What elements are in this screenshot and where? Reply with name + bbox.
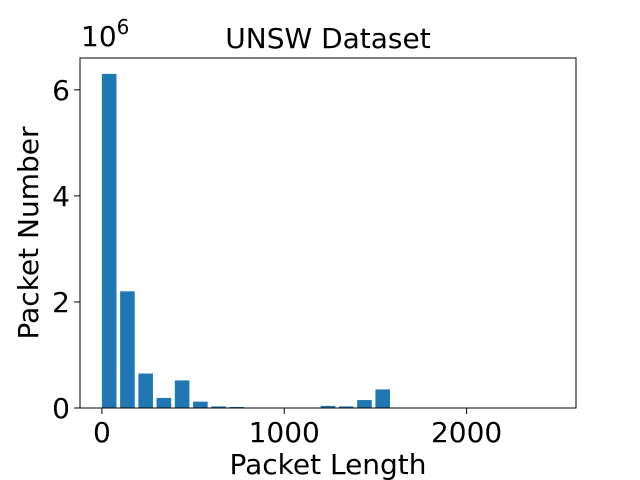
y-axis-label: Packet Number (12, 126, 45, 339)
x-axis-label: Packet Length (229, 448, 426, 480)
bar-series (101, 73, 390, 408)
bar-13 (338, 406, 354, 408)
y-axis-ticks: 0 2 4 6 (52, 74, 80, 425)
y-tick-label: 0 (52, 392, 70, 425)
y-tick-label: 2 (52, 286, 70, 319)
chart-title: UNSW Dataset (225, 22, 430, 55)
y-tick-label: 4 (52, 180, 70, 213)
y-tick-label: 6 (52, 74, 70, 107)
x-tick-label: 0 (93, 416, 111, 449)
x-axis-ticks: 0 1000 2000 (93, 408, 502, 449)
bar-15 (375, 389, 390, 408)
bar-6 (211, 406, 226, 408)
plot-frame (79, 57, 577, 409)
bar-14 (357, 400, 372, 408)
bar-4 (174, 380, 190, 408)
bar-1 (120, 291, 135, 408)
bar-5 (193, 401, 208, 408)
y-scale-factor: 106 (81, 15, 129, 53)
bar-0 (101, 73, 117, 408)
bar-2 (138, 373, 153, 408)
bar-7 (229, 406, 245, 408)
x-tick-label: 1000 (249, 416, 320, 449)
bar-12 (320, 405, 336, 408)
x-tick-label: 2000 (431, 416, 502, 449)
bar-3 (156, 397, 172, 408)
